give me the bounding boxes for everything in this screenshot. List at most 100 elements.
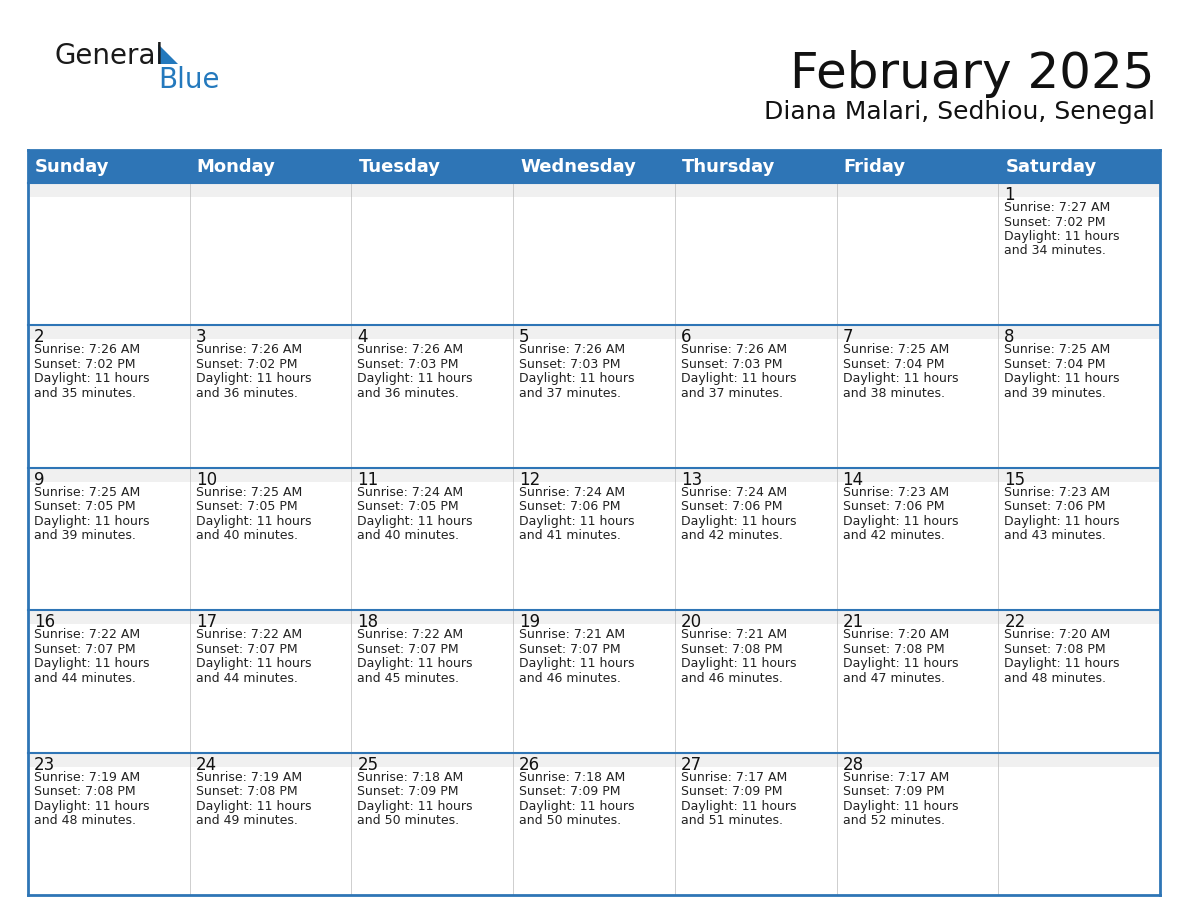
Bar: [675, 468, 836, 610]
Bar: [190, 183, 352, 197]
Bar: [675, 325, 836, 340]
Text: Sunset: 7:05 PM: Sunset: 7:05 PM: [196, 500, 297, 513]
Polygon shape: [158, 44, 178, 64]
Text: Daylight: 11 hours: Daylight: 11 hours: [681, 515, 796, 528]
Text: Sunset: 7:07 PM: Sunset: 7:07 PM: [196, 643, 297, 655]
Text: Thursday: Thursday: [682, 158, 776, 175]
Text: 14: 14: [842, 471, 864, 488]
Text: Sunrise: 7:26 AM: Sunrise: 7:26 AM: [358, 343, 463, 356]
Text: and 49 minutes.: and 49 minutes.: [196, 814, 297, 827]
Text: and 45 minutes.: and 45 minutes.: [358, 672, 460, 685]
Text: and 40 minutes.: and 40 minutes.: [196, 530, 298, 543]
Text: Daylight: 11 hours: Daylight: 11 hours: [842, 373, 958, 386]
Bar: [513, 325, 675, 340]
Text: 11: 11: [358, 471, 379, 488]
Text: Sunrise: 7:22 AM: Sunrise: 7:22 AM: [358, 628, 463, 641]
Text: Sunrise: 7:25 AM: Sunrise: 7:25 AM: [1004, 343, 1111, 356]
Text: Sunset: 7:08 PM: Sunset: 7:08 PM: [34, 785, 135, 798]
Bar: [352, 753, 513, 767]
Bar: [29, 183, 190, 325]
Text: Daylight: 11 hours: Daylight: 11 hours: [842, 657, 958, 670]
Text: Daylight: 11 hours: Daylight: 11 hours: [196, 373, 311, 386]
Text: 20: 20: [681, 613, 702, 632]
Text: Sunset: 7:02 PM: Sunset: 7:02 PM: [1004, 216, 1106, 229]
Text: 7: 7: [842, 329, 853, 346]
Bar: [29, 610, 190, 624]
Text: 16: 16: [34, 613, 55, 632]
Text: Diana Malari, Sedhiou, Senegal: Diana Malari, Sedhiou, Senegal: [764, 100, 1155, 124]
Bar: [998, 183, 1159, 325]
Text: and 38 minutes.: and 38 minutes.: [842, 386, 944, 400]
Bar: [998, 325, 1159, 468]
Text: Sunset: 7:07 PM: Sunset: 7:07 PM: [34, 643, 135, 655]
Text: Sunrise: 7:18 AM: Sunrise: 7:18 AM: [358, 770, 463, 784]
Bar: [998, 610, 1159, 753]
Text: Sunset: 7:04 PM: Sunset: 7:04 PM: [842, 358, 944, 371]
Text: 23: 23: [34, 756, 56, 774]
Text: and 34 minutes.: and 34 minutes.: [1004, 244, 1106, 258]
Bar: [675, 610, 836, 624]
Text: Sunrise: 7:21 AM: Sunrise: 7:21 AM: [519, 628, 625, 641]
Text: Sunset: 7:06 PM: Sunset: 7:06 PM: [842, 500, 944, 513]
Bar: [513, 325, 675, 468]
Text: and 48 minutes.: and 48 minutes.: [34, 814, 135, 827]
Text: and 41 minutes.: and 41 minutes.: [519, 530, 621, 543]
Text: and 42 minutes.: and 42 minutes.: [681, 530, 783, 543]
Bar: [29, 183, 190, 197]
Bar: [998, 325, 1159, 340]
Text: Sunrise: 7:21 AM: Sunrise: 7:21 AM: [681, 628, 786, 641]
Text: Sunset: 7:04 PM: Sunset: 7:04 PM: [1004, 358, 1106, 371]
Text: and 50 minutes.: and 50 minutes.: [358, 814, 460, 827]
Bar: [190, 468, 352, 482]
Text: Monday: Monday: [197, 158, 276, 175]
Text: and 50 minutes.: and 50 minutes.: [519, 814, 621, 827]
Text: Sunset: 7:09 PM: Sunset: 7:09 PM: [842, 785, 944, 798]
Text: Sunset: 7:06 PM: Sunset: 7:06 PM: [519, 500, 620, 513]
Text: Sunset: 7:09 PM: Sunset: 7:09 PM: [358, 785, 459, 798]
Text: Sunrise: 7:26 AM: Sunrise: 7:26 AM: [519, 343, 625, 356]
Bar: [513, 150, 675, 183]
Text: Sunset: 7:08 PM: Sunset: 7:08 PM: [842, 643, 944, 655]
Text: Daylight: 11 hours: Daylight: 11 hours: [1004, 657, 1120, 670]
Text: Sunset: 7:05 PM: Sunset: 7:05 PM: [34, 500, 135, 513]
Bar: [352, 468, 513, 482]
Text: 21: 21: [842, 613, 864, 632]
Text: and 42 minutes.: and 42 minutes.: [842, 530, 944, 543]
Text: and 39 minutes.: and 39 minutes.: [34, 530, 135, 543]
Text: Sunset: 7:03 PM: Sunset: 7:03 PM: [358, 358, 459, 371]
Text: 6: 6: [681, 329, 691, 346]
Text: Tuesday: Tuesday: [359, 158, 441, 175]
Text: and 46 minutes.: and 46 minutes.: [681, 672, 783, 685]
Text: Sunset: 7:06 PM: Sunset: 7:06 PM: [1004, 500, 1106, 513]
Text: Sunrise: 7:20 AM: Sunrise: 7:20 AM: [842, 628, 949, 641]
Text: Sunrise: 7:25 AM: Sunrise: 7:25 AM: [34, 486, 140, 498]
Bar: [190, 753, 352, 895]
Text: Daylight: 11 hours: Daylight: 11 hours: [358, 657, 473, 670]
Text: Sunset: 7:09 PM: Sunset: 7:09 PM: [681, 785, 783, 798]
Text: and 37 minutes.: and 37 minutes.: [519, 386, 621, 400]
Text: Sunrise: 7:26 AM: Sunrise: 7:26 AM: [196, 343, 302, 356]
Bar: [836, 183, 998, 325]
Text: Daylight: 11 hours: Daylight: 11 hours: [1004, 230, 1120, 243]
Text: Sunrise: 7:17 AM: Sunrise: 7:17 AM: [842, 770, 949, 784]
Bar: [190, 183, 352, 325]
Text: Daylight: 11 hours: Daylight: 11 hours: [34, 515, 150, 528]
Bar: [352, 468, 513, 610]
Text: Sunset: 7:03 PM: Sunset: 7:03 PM: [681, 358, 783, 371]
Text: Daylight: 11 hours: Daylight: 11 hours: [519, 800, 634, 812]
Text: Sunset: 7:08 PM: Sunset: 7:08 PM: [1004, 643, 1106, 655]
Text: and 40 minutes.: and 40 minutes.: [358, 530, 460, 543]
Text: Blue: Blue: [158, 66, 220, 94]
Bar: [836, 325, 998, 340]
Bar: [836, 753, 998, 767]
Text: Sunrise: 7:25 AM: Sunrise: 7:25 AM: [842, 343, 949, 356]
Text: Sunset: 7:08 PM: Sunset: 7:08 PM: [196, 785, 297, 798]
Bar: [352, 753, 513, 895]
Text: Sunrise: 7:19 AM: Sunrise: 7:19 AM: [196, 770, 302, 784]
Bar: [836, 183, 998, 197]
Bar: [675, 150, 836, 183]
Text: Daylight: 11 hours: Daylight: 11 hours: [358, 800, 473, 812]
Bar: [352, 610, 513, 624]
Text: Sunset: 7:02 PM: Sunset: 7:02 PM: [196, 358, 297, 371]
Text: and 35 minutes.: and 35 minutes.: [34, 386, 135, 400]
